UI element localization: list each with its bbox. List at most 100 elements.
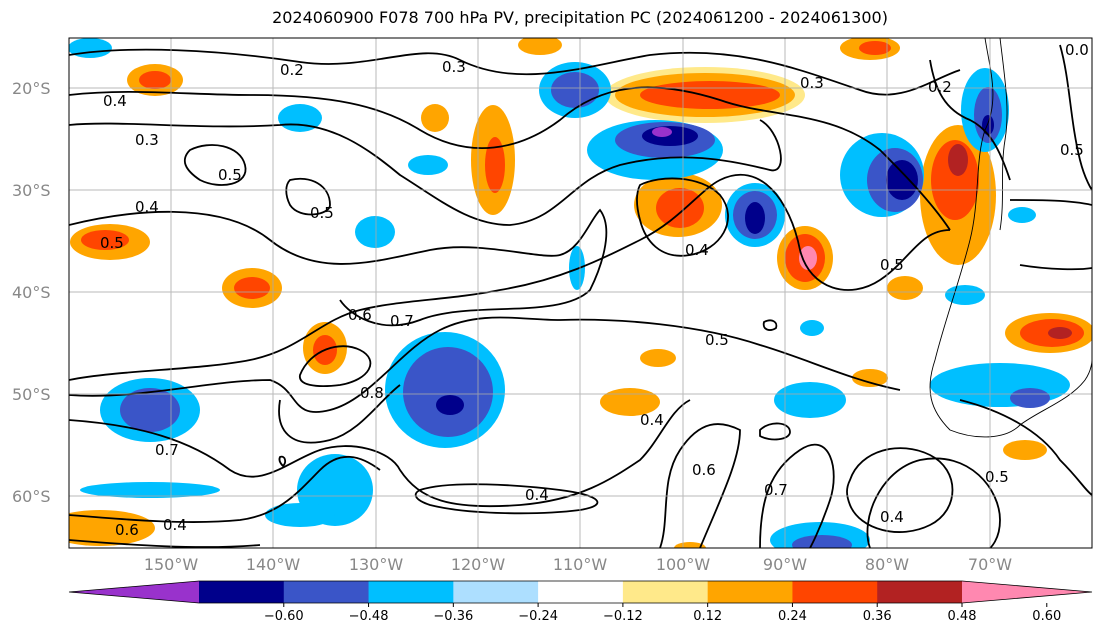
precip-blob bbox=[81, 230, 129, 250]
pv-contour bbox=[866, 457, 1001, 548]
contour-label: 0.5 bbox=[1060, 141, 1084, 159]
precip-blob bbox=[408, 155, 448, 175]
contour-label: 0.2 bbox=[928, 78, 952, 96]
pv-contour bbox=[69, 173, 951, 381]
precip-blob bbox=[799, 246, 817, 270]
lat-label: 50°S bbox=[12, 385, 51, 404]
gridlines bbox=[69, 38, 1092, 548]
contour-label: 0.3 bbox=[135, 131, 159, 149]
lon-label: 140°W bbox=[246, 555, 301, 574]
contour-label: 0.6 bbox=[348, 306, 372, 324]
precip-blob bbox=[1008, 207, 1036, 223]
colorbar-segment bbox=[283, 581, 370, 603]
contour-label: 0.3 bbox=[800, 74, 824, 92]
contour-label: 0.4 bbox=[685, 241, 709, 259]
colorbar: −0.60 −0.48 −0.36 −0.24 −0.12 0.12 0.24 0.36 0.4… bbox=[68, 580, 1093, 624]
colorbar-tick-label: −0.36 bbox=[433, 609, 473, 624]
pv-contour bbox=[69, 399, 691, 508]
contour-label: 0.8 bbox=[360, 384, 384, 402]
pv-contour bbox=[278, 384, 401, 444]
contour-label: 0.0 bbox=[1065, 41, 1089, 59]
lon-label: 150°W bbox=[144, 555, 199, 574]
lon-label: 90°W bbox=[763, 555, 807, 574]
pv-contour bbox=[183, 144, 247, 186]
colorbar-tick-label: 0.48 bbox=[948, 609, 977, 624]
precip-blob bbox=[234, 277, 270, 299]
contour-label: 0.7 bbox=[155, 441, 179, 459]
pv-contour bbox=[69, 455, 381, 523]
precip-blob bbox=[948, 144, 968, 176]
colorbar-extend-min bbox=[69, 581, 199, 603]
lon-labels: 150°W 140°W 130°W 120°W 110°W 100°W 90°W… bbox=[144, 555, 1012, 574]
contour-label: 0.5 bbox=[218, 166, 242, 184]
contour-label: 0.5 bbox=[985, 468, 1009, 486]
pv-contour bbox=[636, 177, 729, 257]
colorbar-tick-label: 0.24 bbox=[778, 609, 807, 624]
precip-blob bbox=[139, 71, 171, 89]
contour-label: 0.5 bbox=[880, 256, 904, 274]
lon-label: 80°W bbox=[865, 555, 909, 574]
pv-contour bbox=[759, 443, 835, 548]
colorbar-tick-label: −0.24 bbox=[518, 609, 558, 624]
plot-frame bbox=[68, 37, 1093, 549]
pv-contour bbox=[69, 316, 901, 413]
contour-label: 0.6 bbox=[115, 521, 139, 539]
colorbar-segment bbox=[199, 581, 285, 603]
contour-label: 0.7 bbox=[764, 481, 788, 499]
lat-label: 60°S bbox=[12, 487, 51, 506]
pv-contour bbox=[846, 447, 954, 533]
colorbar-segment bbox=[622, 581, 709, 603]
lon-label: 110°W bbox=[553, 555, 608, 574]
lat-label: 30°S bbox=[12, 181, 51, 200]
colorbar-segment bbox=[792, 581, 878, 603]
precip-blob bbox=[800, 320, 824, 336]
lon-label: 100°W bbox=[656, 555, 711, 574]
pv-contour bbox=[299, 345, 372, 388]
colorbar-segment bbox=[538, 581, 624, 603]
precip-blob bbox=[852, 369, 888, 387]
coastline-path bbox=[999, 38, 1008, 231]
precip-blob bbox=[745, 202, 765, 234]
precip-blob bbox=[265, 503, 335, 527]
contour-label: 0.3 bbox=[442, 58, 466, 76]
precip-blob bbox=[355, 216, 395, 248]
contour-label: 0.4 bbox=[103, 92, 127, 110]
colorbar-tick-label: 0.60 bbox=[1032, 609, 1061, 624]
contour-label: 0.4 bbox=[525, 486, 549, 504]
precip-blob bbox=[1010, 388, 1050, 408]
contour-label: 0.2 bbox=[280, 61, 304, 79]
lat-labels: 20°S 30°S 40°S 50°S 60°S bbox=[12, 79, 51, 506]
pv-contour bbox=[69, 86, 951, 231]
precip-blob bbox=[859, 41, 891, 55]
precip-blob bbox=[120, 388, 180, 432]
pv-contour bbox=[1019, 264, 1092, 271]
lon-label: 70°W bbox=[968, 555, 1012, 574]
precip-blob bbox=[1003, 440, 1047, 460]
map-title: 2024060900 F078 700 hPa PV, precipitatio… bbox=[272, 8, 888, 27]
precip-blob bbox=[886, 160, 918, 200]
precip-blob bbox=[600, 388, 660, 416]
colorbar-segment bbox=[707, 581, 793, 603]
precip-blob bbox=[982, 115, 994, 135]
precip-blob bbox=[436, 395, 464, 415]
precip-blob bbox=[640, 349, 676, 367]
lat-label: 40°S bbox=[12, 283, 51, 302]
pv-contour bbox=[759, 422, 791, 441]
precip-blob bbox=[518, 38, 562, 55]
contour-label: 0.5 bbox=[705, 331, 729, 349]
precip-blob bbox=[656, 188, 704, 228]
precip-blob bbox=[774, 382, 846, 418]
pv-contour bbox=[762, 319, 778, 331]
contour-label: 0.6 bbox=[692, 461, 716, 479]
pv-contour bbox=[1059, 44, 1092, 191]
contour-label: 0.4 bbox=[880, 508, 904, 526]
precip-blob bbox=[674, 542, 706, 548]
contour-label: 0.4 bbox=[163, 516, 187, 534]
lon-label: 120°W bbox=[451, 555, 506, 574]
precip-blob bbox=[792, 535, 852, 548]
pv-contour bbox=[285, 177, 331, 216]
precip-blob bbox=[485, 137, 505, 193]
precip-blob bbox=[945, 285, 985, 305]
contour-label: 0.7 bbox=[390, 312, 414, 330]
